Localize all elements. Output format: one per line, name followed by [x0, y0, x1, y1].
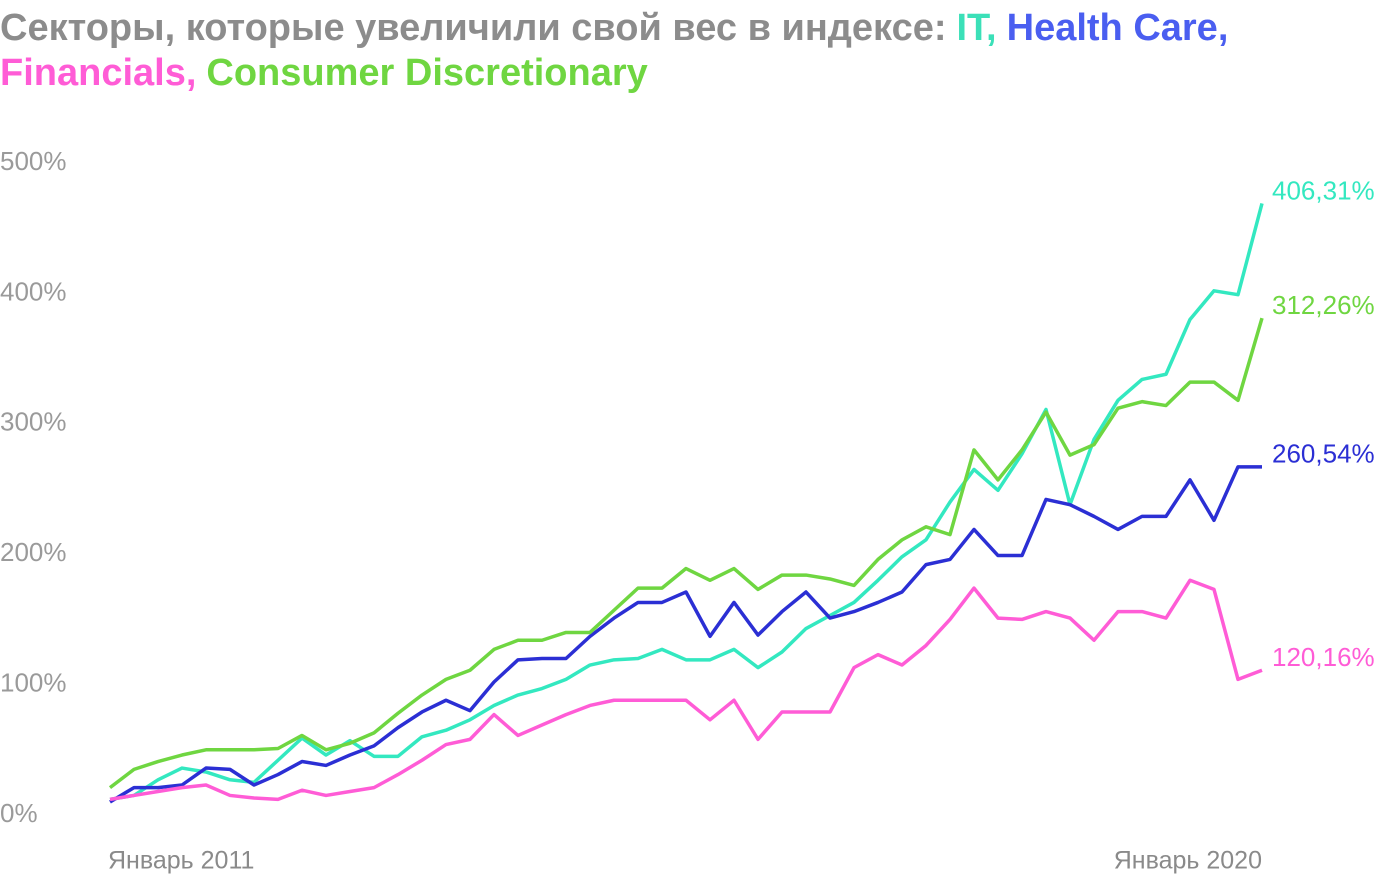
series-line	[109, 578, 1263, 802]
y-tick-label: 300%	[0, 407, 67, 437]
series-line	[109, 465, 1262, 804]
x-tick-label: Январь 2011	[108, 847, 254, 875]
y-tick-label: 100%	[0, 667, 67, 697]
end-label: 260,54%	[1272, 439, 1375, 469]
y-tick-label: 500%	[0, 146, 67, 176]
end-label: 312,26%	[1272, 290, 1375, 320]
title-segment: IT,	[957, 7, 997, 49]
title-segment: Consumer Discretionary	[206, 52, 647, 94]
title-segment: Секторы, которые увеличили свой вес в ин…	[0, 7, 947, 49]
series-line	[108, 317, 1264, 790]
title-segment: Health Care,	[1007, 7, 1229, 49]
y-tick-label: 0%	[0, 798, 38, 828]
chart-title: Секторы, которые увеличили свой вес в ин…	[0, 7, 1228, 49]
end-label: 120,16%	[1272, 642, 1375, 672]
end-label: 406,31%	[1272, 175, 1375, 205]
x-tick-label: Январь 2020	[1114, 847, 1262, 875]
series-line	[109, 202, 1264, 802]
y-tick-label: 200%	[0, 537, 67, 567]
chart-title: Financials, Consumer Discretionary	[0, 52, 648, 94]
title-segment: Financials,	[0, 52, 196, 94]
y-tick-label: 400%	[0, 276, 67, 306]
